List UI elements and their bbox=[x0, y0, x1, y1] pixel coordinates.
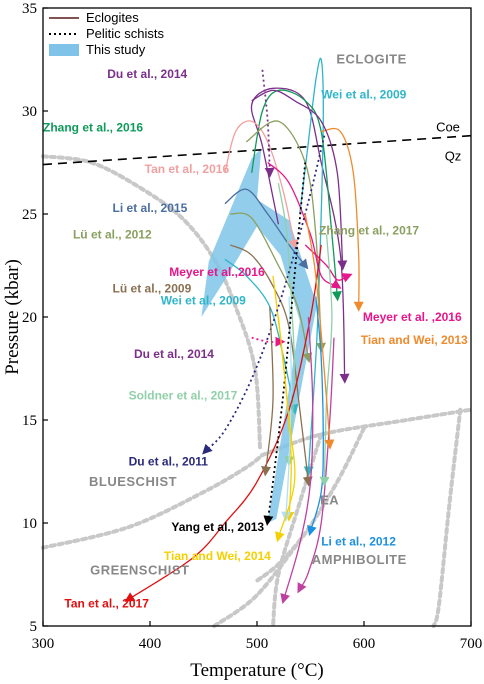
annotation-meyer-et-al-2016: Meyer et al.,2016 bbox=[169, 265, 265, 279]
series-l-et-al-2009-b bbox=[261, 306, 274, 477]
coe-qz-layer: Coe Qz bbox=[42, 120, 472, 166]
series-zhang-et-al-2016 bbox=[251, 89, 342, 302]
facies-label-amphibolite: AMPHIBOLITE bbox=[312, 552, 407, 567]
annotation-zhang-et-al-2016: Zhang et al., 2016 bbox=[43, 121, 143, 135]
series-l-et-al-2012 bbox=[230, 212, 313, 364]
annotations-layer: Du et al., 2014 Wei et al., 2009 Zhang et … bbox=[43, 67, 468, 610]
series-du-et-al-2014-pelitic-b bbox=[251, 336, 286, 347]
series-wei-et-al-2009 bbox=[299, 57, 324, 477]
annotation-zhang-et-al-2017: Zhang et al., 2017 bbox=[319, 224, 419, 238]
annotation-du-et-al-2011: Du et al., 2011 bbox=[129, 454, 209, 468]
facies-boundary-5 bbox=[431, 407, 463, 628]
y-tick-label: 10 bbox=[22, 516, 37, 532]
y-axis-title: Pressure (kbar) bbox=[2, 259, 23, 375]
annotation-du-et-al-2014: Du et al., 2014 bbox=[134, 347, 214, 361]
facies-label-blueschist: BLUESCHIST bbox=[89, 474, 177, 489]
series-tian-and-wei-2014-b bbox=[274, 316, 296, 543]
annotation-soldner-et-al-2017: Soldner et al., 2017 bbox=[129, 388, 238, 402]
series-l-et-al-2009 bbox=[230, 244, 313, 487]
y-tick-label: 15 bbox=[22, 413, 37, 429]
series-soldner-et-al-2017 bbox=[277, 182, 296, 467]
annotation-wei-et-al-2009: Wei et al., 2009 bbox=[161, 294, 246, 308]
facies-boundary-2 bbox=[41, 453, 265, 550]
x-tick-label: 400 bbox=[139, 636, 162, 652]
annotation-tian-and-wei-2014: Tian and Wei, 2014 bbox=[164, 549, 271, 563]
legend-label-pelitic-schists: Pelitic schists bbox=[86, 26, 165, 41]
facies-label-greenschist: GREENSCHIST bbox=[90, 563, 189, 578]
annotation-tan-et-al-2016: Tan et al., 2016 bbox=[145, 162, 230, 176]
x-tick-label: 500 bbox=[246, 636, 269, 652]
annotation-li-et-al-2012: Li et al., 2012 bbox=[321, 535, 396, 549]
series-meyer-et-al-2016 bbox=[267, 162, 342, 289]
series-du-et-al-2014 bbox=[250, 87, 350, 384]
series-tan-et-al-2016 bbox=[224, 120, 299, 250]
y-tick-label: 25 bbox=[22, 207, 37, 223]
series-li-et-al-2012-c bbox=[297, 337, 335, 594]
series-du-et-al-2014-pelitic bbox=[261, 69, 275, 178]
x-tick-label: 700 bbox=[460, 636, 483, 652]
series-meyer-et-al-2016 bbox=[304, 244, 353, 283]
annotation-l-et-al-2012: Lü et al., 2012 bbox=[73, 228, 152, 242]
series-tian-and-wei-2013-b bbox=[304, 213, 335, 450]
annotation-li-et-al-2015: Li et al., 2015 bbox=[113, 201, 188, 215]
x-tick-label: 300 bbox=[32, 636, 55, 652]
series-du-et-al-2014-b bbox=[251, 89, 348, 271]
annotation-l-et-al-2009: Lü et al., 2009 bbox=[113, 281, 192, 295]
annotation-tian-and-wei-2013: Tian and Wei, 2013 bbox=[361, 333, 468, 347]
legend-label-this-study: This study bbox=[86, 42, 146, 57]
series-layer bbox=[124, 57, 364, 605]
y-tick-label: 5 bbox=[30, 619, 38, 635]
annotation-yang-et-al-2013: Yang et al., 2013 bbox=[171, 520, 264, 534]
annotation-wei-et-al-2009: Wei et al., 2009 bbox=[321, 88, 406, 102]
facies-label-ea: EA bbox=[320, 492, 339, 507]
facies-label-eclogite: ECLOGITE bbox=[336, 52, 406, 67]
series-li-et-al-2012-b bbox=[280, 316, 314, 605]
facies-boundary-1 bbox=[41, 154, 263, 453]
x-tick-label: 600 bbox=[353, 636, 376, 652]
legend-label-eclogites: Eclogites bbox=[86, 10, 139, 25]
x-axis-title: Temperature (°C) bbox=[190, 660, 323, 681]
annotation-tan-et-al-2017: Tan et al., 2017 bbox=[64, 596, 149, 610]
series-yang-et-al-2013 bbox=[281, 296, 292, 522]
annotation-meyer-et-al-2016: Meyer et al. ,2016 bbox=[363, 310, 462, 324]
y-tick-label: 35 bbox=[22, 1, 37, 17]
y-tick-label: 20 bbox=[22, 310, 37, 326]
legend-swatch-band bbox=[49, 44, 79, 56]
series-du-et-al-2011 bbox=[202, 135, 326, 455]
series-tian-and-wei-2013 bbox=[321, 127, 364, 312]
coe-qz-line bbox=[42, 134, 472, 166]
annotation-du-et-al-2014: Du et al., 2014 bbox=[107, 67, 187, 81]
y-tick-label: 30 bbox=[22, 104, 37, 120]
qz-label: Qz bbox=[445, 148, 462, 163]
facies-boundary-7 bbox=[212, 531, 308, 628]
coe-label: Coe bbox=[436, 120, 460, 135]
series-zhang-et-al-2017 bbox=[245, 120, 326, 353]
series-tan-et-al-2017 bbox=[124, 244, 322, 602]
facies-labels: ECLOGITE BLUESCHIST GREENSCHIST AMPHIBOLITE… bbox=[89, 52, 407, 578]
series-li-et-al-2012 bbox=[307, 296, 324, 537]
